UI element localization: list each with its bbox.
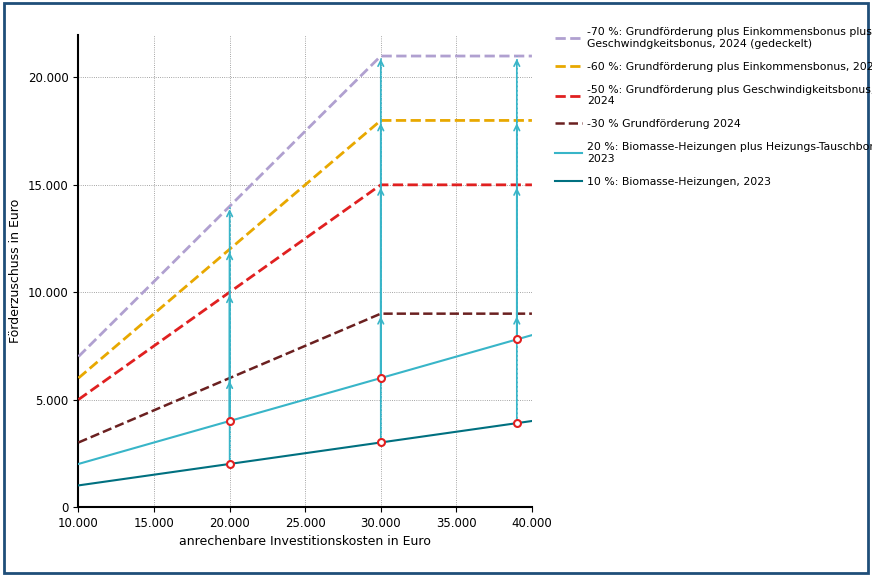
Legend: -70 %: Grundförderung plus Einkommensbonus plus
Geschwindgkeitsbonus, 2024 (gede: -70 %: Grundförderung plus Einkommensbon… <box>550 22 872 191</box>
Y-axis label: Förderzuschuss in Euro: Förderzuschuss in Euro <box>10 199 23 343</box>
X-axis label: anrechenbare Investitionskosten in Euro: anrechenbare Investitionskosten in Euro <box>180 535 431 548</box>
